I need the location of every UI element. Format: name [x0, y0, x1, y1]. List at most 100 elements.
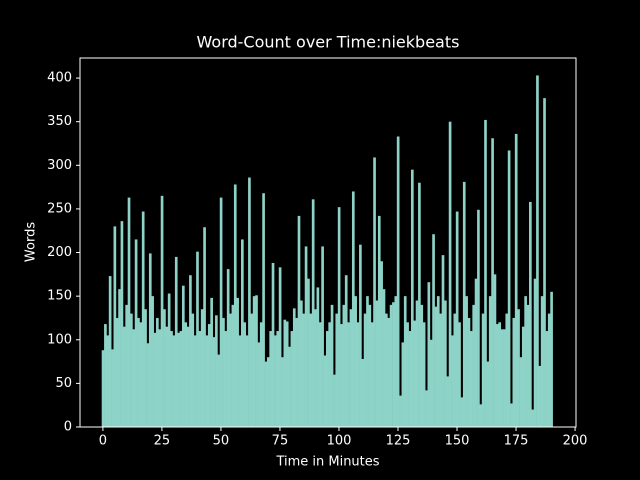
- bar: [248, 177, 251, 427]
- bar: [486, 361, 490, 427]
- bar: [439, 313, 442, 427]
- bar: [266, 357, 270, 427]
- bar: [500, 329, 504, 427]
- bar: [521, 326, 525, 427]
- bar: [163, 309, 166, 427]
- x-tick-label: 25: [154, 434, 171, 449]
- y-tick-label: 200: [47, 245, 72, 260]
- bar: [460, 397, 464, 427]
- bar: [425, 390, 428, 427]
- bar: [141, 211, 145, 427]
- bar: [448, 121, 452, 428]
- bar: [104, 324, 107, 427]
- bar: [536, 75, 539, 427]
- bar: [488, 296, 492, 427]
- bar: [174, 256, 178, 427]
- bar: [153, 332, 157, 427]
- bar: [444, 300, 447, 427]
- bar: [368, 304, 372, 427]
- bar: [278, 267, 282, 427]
- y-tick-label: 100: [47, 332, 72, 347]
- bar: [531, 409, 535, 427]
- bar: [288, 346, 291, 427]
- bar: [229, 313, 232, 427]
- x-tick-label: 200: [563, 434, 588, 449]
- bar: [243, 322, 247, 427]
- bar: [285, 321, 289, 427]
- bar: [250, 313, 254, 427]
- bar: [262, 193, 265, 427]
- bar: [385, 313, 388, 427]
- bar: [533, 278, 537, 427]
- bar: [111, 349, 114, 427]
- bar: [318, 322, 322, 427]
- bar: [403, 296, 407, 427]
- bar: [455, 211, 459, 427]
- bar: [274, 335, 277, 427]
- bar: [432, 234, 435, 427]
- bar: [257, 342, 261, 427]
- bar: [377, 215, 381, 427]
- bar: [453, 313, 457, 427]
- bar: [307, 278, 310, 427]
- x-tick-label: 50: [213, 434, 230, 449]
- bar: [120, 221, 124, 427]
- bar: [389, 304, 393, 427]
- bar: [184, 322, 188, 427]
- bar: [134, 239, 138, 427]
- bar: [413, 320, 417, 427]
- x-tick-label: 150: [445, 434, 470, 449]
- bar: [330, 304, 334, 427]
- bar: [394, 296, 398, 427]
- y-tick-label: 300: [47, 158, 72, 173]
- y-tick-label: 0: [64, 420, 72, 435]
- bar: [115, 317, 119, 427]
- bar: [335, 313, 339, 427]
- bar: [148, 253, 152, 427]
- bar: [543, 98, 546, 428]
- bar: [538, 365, 542, 427]
- bar: [547, 313, 551, 427]
- bar: [328, 322, 332, 427]
- bar: [408, 331, 412, 427]
- bar: [167, 293, 171, 427]
- bar: [356, 322, 360, 427]
- bar: [529, 201, 532, 427]
- bar: [479, 404, 483, 427]
- chart-title: Word-Count over Time:niekbeats: [197, 33, 460, 52]
- bar: [316, 287, 320, 427]
- bar: [361, 358, 365, 427]
- bar: [484, 119, 487, 428]
- bar: [241, 239, 244, 427]
- bar: [465, 296, 468, 427]
- bar: [283, 319, 287, 427]
- bar: [210, 297, 213, 427]
- bar: [165, 326, 169, 427]
- bar: [113, 226, 117, 427]
- bar: [550, 291, 553, 427]
- bar: [429, 339, 433, 427]
- bar: [375, 300, 379, 427]
- y-tick-label: 350: [47, 114, 72, 129]
- bar: [458, 322, 461, 427]
- bar: [101, 350, 105, 427]
- x-tick-label: 75: [272, 434, 289, 449]
- bar: [382, 289, 386, 427]
- bar: [470, 331, 473, 427]
- bar: [231, 304, 235, 427]
- bar: [259, 322, 263, 427]
- bar: [203, 227, 206, 427]
- bar: [181, 285, 185, 427]
- bar: [517, 309, 520, 427]
- bar: [434, 306, 438, 427]
- bar: [526, 304, 530, 427]
- bar: [186, 326, 190, 427]
- bar: [177, 332, 180, 427]
- bar: [264, 361, 268, 427]
- x-tick-label: 125: [386, 434, 411, 449]
- bar: [198, 331, 202, 427]
- bar: [238, 335, 242, 427]
- bar: [108, 276, 112, 427]
- bar: [370, 322, 374, 427]
- bar: [422, 322, 426, 427]
